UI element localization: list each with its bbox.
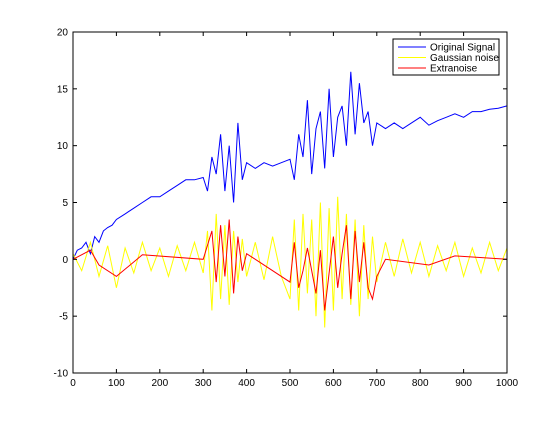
- y-tick-label: 20: [57, 28, 69, 39]
- x-axis: 0 100 200 300 400 500 600 700 800 900 1000: [70, 32, 519, 389]
- x-tick-label: 800: [412, 378, 429, 389]
- legend-entry-0: Original Signal: [430, 43, 495, 54]
- y-axis: -10 -5 0 5 10 15 20: [54, 28, 507, 380]
- y-tick-label: 15: [57, 84, 69, 95]
- series-line-1: [72, 196, 508, 328]
- y-tick-label: 10: [57, 141, 69, 152]
- legend-entry-2: Extranoise: [430, 64, 478, 75]
- x-tick-label: 1000: [496, 378, 519, 389]
- series-line-0: [72, 71, 508, 260]
- x-tick-label: 600: [325, 378, 342, 389]
- x-tick-label: 400: [238, 378, 255, 389]
- x-tick-label: 900: [455, 378, 472, 389]
- plot-background: [73, 32, 507, 373]
- y-tick-label: -10: [54, 369, 69, 380]
- x-tick-label: 700: [368, 378, 385, 389]
- series-layer: [72, 71, 508, 328]
- x-tick-label: 0: [70, 378, 76, 389]
- y-tick-label: 5: [62, 198, 68, 209]
- y-tick-label: -5: [59, 312, 68, 323]
- x-tick-label: 300: [195, 378, 212, 389]
- legend-entry-1: Gaussian noise: [430, 53, 499, 64]
- y-tick-label: 0: [62, 255, 68, 266]
- series-line-2: [72, 219, 508, 311]
- x-tick-label: 100: [108, 378, 125, 389]
- x-tick-label: 200: [151, 378, 168, 389]
- x-tick-label: 500: [282, 378, 299, 389]
